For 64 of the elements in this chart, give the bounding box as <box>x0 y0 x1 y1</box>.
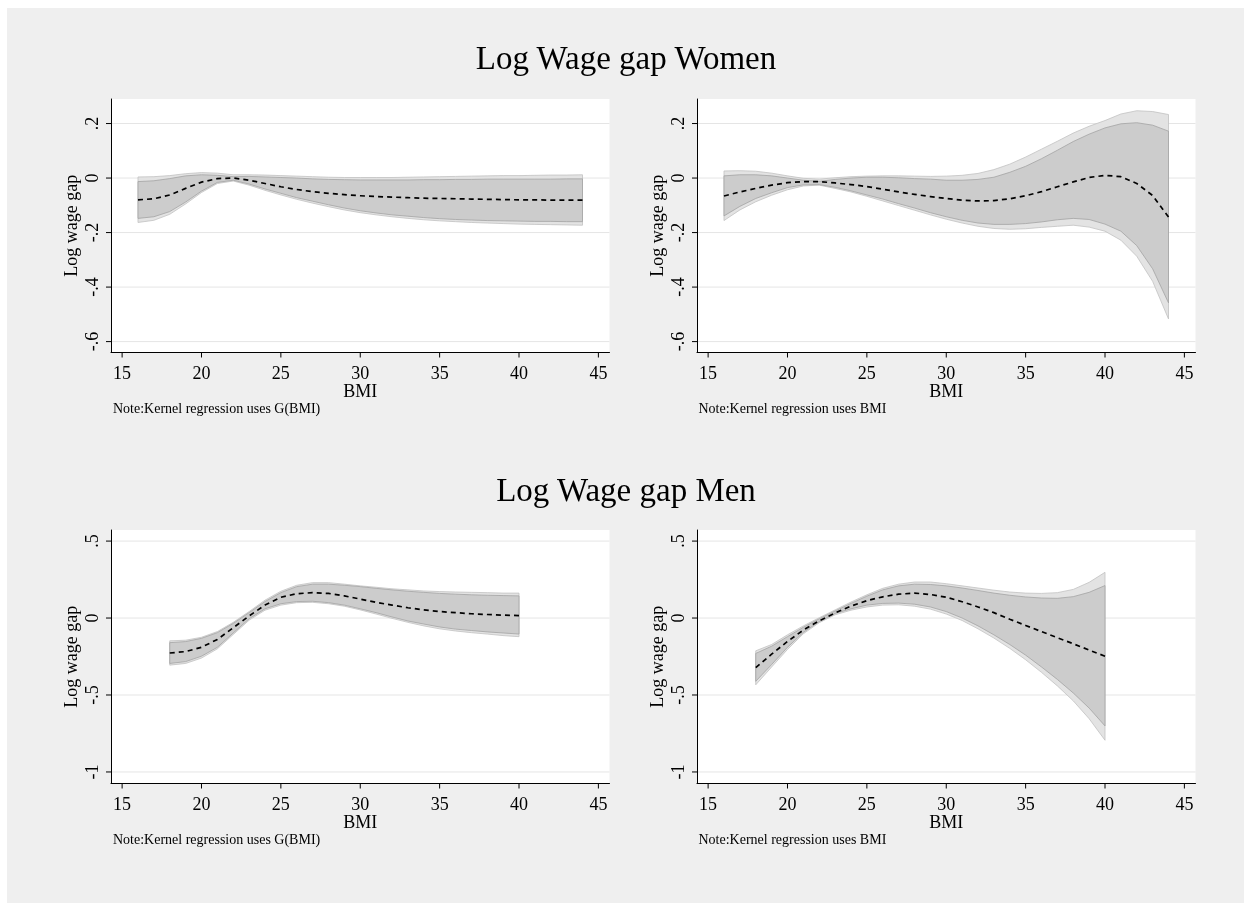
x-tick-label: 20 <box>192 793 211 814</box>
text: Note:Kernel regression uses BMI <box>698 831 887 848</box>
line-series <box>722 174 1169 218</box>
y-tick-label: .2 <box>82 116 102 131</box>
text: Note:Kernel regression uses BMI <box>698 400 887 417</box>
y-tick-label: -.4 <box>667 277 688 297</box>
text: Note:Kernel regression uses G(BMI) <box>113 400 321 417</box>
y-tick-label: -.6 <box>667 331 688 352</box>
y-tick-label: -.2 <box>667 222 688 243</box>
chart-title: Log Wage gap Women <box>474 38 778 77</box>
x-tick-label: 40 <box>510 362 529 383</box>
x-tick-label: 45 <box>1174 793 1193 814</box>
text: Note:Kernel regression uses G(BMI) <box>113 831 321 848</box>
x-tick-label: 40 <box>510 793 529 814</box>
x-axis-title: BMI <box>343 812 378 832</box>
x-tick-label: 15 <box>698 793 717 814</box>
y-tick-label: .2 <box>667 116 688 131</box>
y-tick-label: -.4 <box>82 277 102 297</box>
x-tick-label: 15 <box>113 362 132 383</box>
line-series <box>754 592 1106 669</box>
x-tick-label: 35 <box>430 793 449 814</box>
x-tick-label: 20 <box>777 362 796 383</box>
x-tick-label: 35 <box>1016 793 1035 814</box>
chart-title: Log Wage gap Men <box>495 470 757 509</box>
x-axis-title: BMI <box>928 812 963 832</box>
x-tick-label: 15 <box>698 362 717 383</box>
x-tick-label: 25 <box>857 793 876 814</box>
line-series <box>168 591 520 654</box>
x-tick-label: 35 <box>1016 362 1035 383</box>
x-tick-label: 40 <box>1095 362 1114 383</box>
y-axis-title: Log wage gap <box>646 605 667 708</box>
y-tick-label: 0 <box>82 613 102 623</box>
x-tick-label: 30 <box>351 793 370 814</box>
x-tick-label: 45 <box>589 362 608 383</box>
x-tick-label: 25 <box>857 362 876 383</box>
x-tick-label: 25 <box>271 793 290 814</box>
y-tick-label: -1 <box>667 764 688 780</box>
x-axis-title: BMI <box>343 381 378 401</box>
x-tick-label: 35 <box>430 362 449 383</box>
y-tick-label: -.6 <box>82 331 102 352</box>
line-series <box>137 177 584 201</box>
y-tick-label: .5 <box>82 534 102 548</box>
y-tick-label: -1 <box>82 764 102 780</box>
x-tick-label: 20 <box>192 362 211 383</box>
x-tick-label: 15 <box>113 793 132 814</box>
y-tick-label: .5 <box>667 534 688 548</box>
y-tick-label: -.5 <box>667 685 688 705</box>
x-tick-label: 30 <box>936 362 955 383</box>
y-axis-title: Log wage gap <box>61 174 81 277</box>
y-axis-title: Log wage gap <box>646 174 667 277</box>
x-tick-label: 30 <box>351 362 370 383</box>
x-tick-label: 40 <box>1095 793 1114 814</box>
y-tick-label: -.2 <box>82 222 102 243</box>
x-tick-label: 20 <box>777 793 796 814</box>
y-tick-label: 0 <box>667 613 688 623</box>
y-tick-label: 0 <box>667 173 688 183</box>
x-tick-label: 45 <box>1174 362 1193 383</box>
x-axis-title: BMI <box>928 381 963 401</box>
x-tick-label: 45 <box>589 793 608 814</box>
y-tick-label: 0 <box>82 173 102 183</box>
y-tick-label: -.5 <box>82 685 102 705</box>
x-tick-label: 30 <box>936 793 955 814</box>
x-tick-label: 25 <box>271 362 290 383</box>
y-axis-title: Log wage gap <box>61 605 81 708</box>
